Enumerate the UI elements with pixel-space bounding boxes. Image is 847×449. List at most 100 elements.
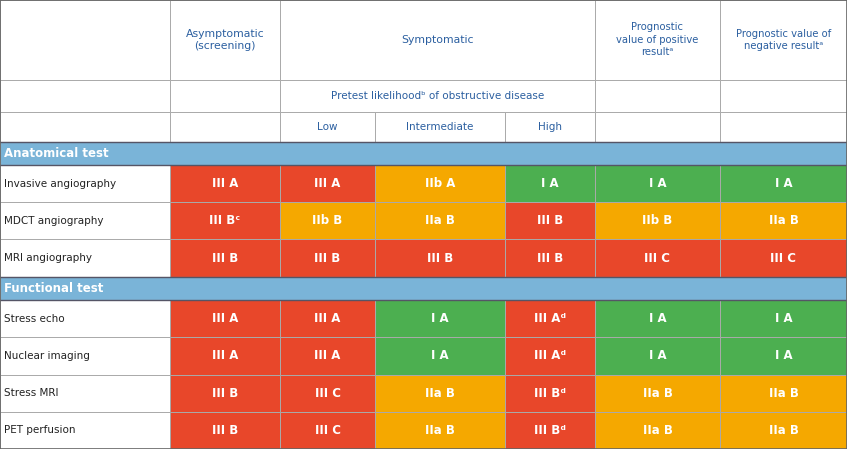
- Text: Stress MRI: Stress MRI: [4, 388, 58, 398]
- Bar: [595, 412, 720, 449]
- Bar: [375, 374, 505, 412]
- Text: Pretest likelihoodᵇ of obstructive disease: Pretest likelihoodᵇ of obstructive disea…: [331, 91, 544, 101]
- Text: I A: I A: [541, 177, 559, 190]
- Bar: [375, 412, 505, 449]
- Bar: [0, 202, 170, 239]
- Text: III A: III A: [314, 177, 340, 190]
- Bar: [0, 239, 170, 277]
- Text: III A: III A: [314, 349, 340, 362]
- Bar: [595, 337, 720, 374]
- Text: Symptomatic: Symptomatic: [401, 35, 473, 45]
- Bar: [0, 0, 170, 80]
- Bar: [280, 239, 375, 277]
- Text: I A: I A: [431, 349, 449, 362]
- Text: I A: I A: [649, 349, 667, 362]
- Bar: [505, 239, 595, 277]
- Bar: [505, 374, 595, 412]
- Bar: [505, 165, 595, 202]
- Bar: [375, 337, 505, 374]
- Bar: [720, 202, 847, 239]
- Bar: [0, 112, 170, 141]
- Text: Nuclear imaging: Nuclear imaging: [4, 351, 90, 361]
- Text: III A: III A: [212, 312, 238, 325]
- Bar: [170, 239, 280, 277]
- Bar: [280, 112, 375, 141]
- Bar: [0, 141, 847, 165]
- Text: Invasive angiography: Invasive angiography: [4, 179, 116, 189]
- Bar: [280, 165, 375, 202]
- Text: III B: III B: [212, 424, 238, 437]
- Text: III C: III C: [771, 251, 796, 264]
- Text: III B: III B: [212, 387, 238, 400]
- Text: PET perfusion: PET perfusion: [4, 425, 75, 436]
- Bar: [0, 337, 170, 374]
- Bar: [170, 80, 280, 112]
- Bar: [505, 337, 595, 374]
- Text: IIa B: IIa B: [768, 387, 799, 400]
- Text: Prognostic
value of positive
resultᵃ: Prognostic value of positive resultᵃ: [617, 22, 699, 57]
- Text: III C: III C: [645, 251, 671, 264]
- Text: I A: I A: [775, 312, 792, 325]
- Bar: [375, 202, 505, 239]
- Text: IIa B: IIa B: [643, 387, 673, 400]
- Bar: [0, 165, 170, 202]
- Bar: [375, 300, 505, 337]
- Bar: [720, 300, 847, 337]
- Text: III A: III A: [212, 349, 238, 362]
- Bar: [720, 337, 847, 374]
- Bar: [375, 165, 505, 202]
- Bar: [375, 112, 505, 141]
- Bar: [595, 80, 720, 112]
- Bar: [505, 202, 595, 239]
- Text: I A: I A: [775, 177, 792, 190]
- Bar: [595, 202, 720, 239]
- Bar: [0, 300, 170, 337]
- Text: I A: I A: [775, 349, 792, 362]
- Text: IIb B: IIb B: [642, 214, 673, 227]
- Text: III B: III B: [212, 251, 238, 264]
- Text: IIa B: IIa B: [425, 214, 455, 227]
- Bar: [280, 300, 375, 337]
- Text: III Bᶜ: III Bᶜ: [209, 214, 241, 227]
- Text: I A: I A: [649, 177, 667, 190]
- Text: IIa B: IIa B: [643, 424, 673, 437]
- Bar: [280, 374, 375, 412]
- Bar: [720, 112, 847, 141]
- Text: I A: I A: [431, 312, 449, 325]
- Bar: [720, 0, 847, 80]
- Bar: [170, 300, 280, 337]
- Bar: [170, 202, 280, 239]
- Bar: [170, 112, 280, 141]
- Text: III B: III B: [537, 251, 563, 264]
- Text: MDCT angiography: MDCT angiography: [4, 216, 103, 226]
- Bar: [280, 337, 375, 374]
- Text: Intermediate: Intermediate: [407, 122, 473, 132]
- Bar: [505, 112, 595, 141]
- Text: Prognostic value of
negative resultᵃ: Prognostic value of negative resultᵃ: [736, 29, 831, 51]
- Bar: [505, 412, 595, 449]
- Text: Stress echo: Stress echo: [4, 314, 64, 324]
- Text: MRI angiography: MRI angiography: [4, 253, 92, 263]
- Text: IIa B: IIa B: [425, 387, 455, 400]
- Bar: [280, 0, 595, 80]
- Text: III Bᵈ: III Bᵈ: [534, 387, 566, 400]
- Bar: [595, 112, 720, 141]
- Text: Functional test: Functional test: [4, 282, 103, 295]
- Text: High: High: [538, 122, 562, 132]
- Text: IIa B: IIa B: [768, 214, 799, 227]
- Bar: [170, 165, 280, 202]
- Text: III B: III B: [427, 251, 453, 264]
- Text: Low: Low: [318, 122, 338, 132]
- Text: I A: I A: [649, 312, 667, 325]
- Bar: [280, 80, 595, 112]
- Text: III Aᵈ: III Aᵈ: [534, 349, 566, 362]
- Bar: [0, 374, 170, 412]
- Bar: [280, 202, 375, 239]
- Bar: [0, 277, 847, 300]
- Bar: [0, 412, 170, 449]
- Bar: [720, 412, 847, 449]
- Text: III C: III C: [314, 387, 340, 400]
- Text: Anatomical test: Anatomical test: [4, 147, 108, 160]
- Bar: [595, 300, 720, 337]
- Bar: [720, 374, 847, 412]
